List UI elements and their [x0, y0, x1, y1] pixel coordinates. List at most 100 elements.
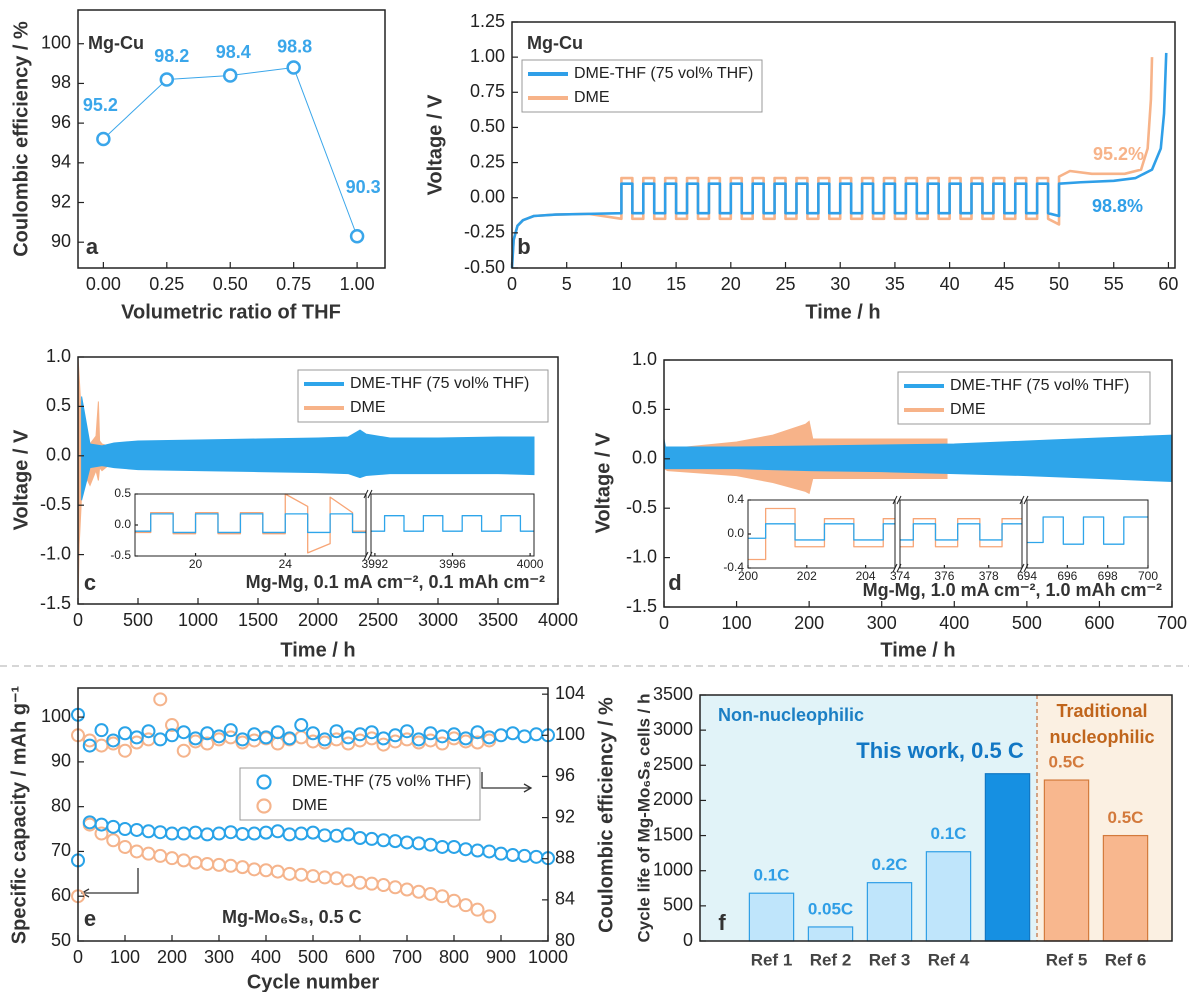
- data-point: [118, 743, 132, 758]
- bar: [1102, 834, 1149, 942]
- x-tick-label: 0.75: [276, 274, 311, 294]
- bar-annotation: 0.5C: [1108, 808, 1144, 827]
- legend-marker: [256, 774, 272, 790]
- x-tick-label: 900: [486, 947, 516, 967]
- data-point: [176, 743, 191, 758]
- data-point: [329, 871, 344, 886]
- x-tick-label: 3500: [478, 610, 518, 630]
- legend-marker: [256, 798, 272, 814]
- y-tick-label: -0.4: [723, 560, 744, 574]
- y-tick-label: 0.5: [46, 395, 71, 415]
- x-tick-label: 600: [1084, 613, 1114, 633]
- data-point: [470, 843, 485, 858]
- panel-label: e: [84, 906, 96, 931]
- x-tick-label: 500: [123, 610, 153, 630]
- data-point: [153, 732, 168, 747]
- x-tick-label: 0: [73, 947, 83, 967]
- bar: [807, 926, 854, 942]
- data-point: [423, 837, 438, 852]
- data-point: [411, 836, 426, 851]
- inset-background: [748, 500, 895, 568]
- x-tick-label: 2000: [298, 610, 338, 630]
- y-tick-label: 0.5: [632, 398, 657, 418]
- data-point: [529, 727, 544, 742]
- data-point: [106, 819, 121, 834]
- data-line: [900, 523, 1022, 541]
- data-point: [447, 839, 461, 854]
- y-tick-label: 90: [51, 231, 71, 251]
- x-tick-label: 700: [1138, 569, 1158, 583]
- y2-tick-label: 84: [555, 889, 575, 909]
- data-point: [129, 730, 144, 745]
- data-point: [153, 825, 168, 840]
- data-point: [341, 827, 356, 842]
- data-point: [270, 824, 285, 839]
- x-tick-label: 500: [298, 947, 328, 967]
- data-point: [176, 853, 191, 868]
- legend-label: DME-THF (75 vol% THF): [574, 65, 753, 82]
- data-label: 98.2: [154, 46, 189, 66]
- plot-frame: [663, 359, 1173, 608]
- x-tick-label: 3000: [418, 610, 458, 630]
- x-tick-label: 4000: [538, 610, 578, 630]
- x-tick-label: 600: [345, 947, 375, 967]
- x-tick-label: 800: [439, 947, 469, 967]
- data-point: [94, 826, 109, 841]
- y-axis-title: Coulombic efficiency / %: [10, 21, 32, 257]
- data-point: [341, 873, 356, 888]
- y-tick-label: 1500: [653, 824, 693, 844]
- data-point: [235, 860, 250, 875]
- x-tick-label: Ref 6: [1105, 950, 1147, 969]
- x-axis-title: Time / h: [805, 301, 880, 323]
- y-tick-label: -1.5: [626, 596, 657, 616]
- bar: [1043, 779, 1090, 942]
- data-point: [458, 731, 473, 746]
- bar: [748, 892, 795, 942]
- data-point: [376, 833, 391, 848]
- data-point: [188, 825, 203, 840]
- data-point: [423, 726, 438, 741]
- x-tick-label: 200: [794, 613, 824, 633]
- x-tick-label: 698: [1098, 569, 1118, 583]
- data-line: [1027, 516, 1148, 545]
- data-point: [306, 726, 320, 741]
- data-point: [388, 834, 403, 849]
- panel-label: f: [718, 910, 726, 935]
- series-annotation: 95.2%: [1093, 144, 1144, 164]
- legend-label: DME: [292, 797, 328, 814]
- x-axis-title: Cycle number: [247, 971, 379, 992]
- arrow-head: [523, 783, 533, 793]
- legend-box: [239, 767, 481, 821]
- data-line: [371, 515, 534, 532]
- axis-break: [363, 489, 373, 499]
- axis-break: [892, 563, 902, 573]
- data-label: 95.2: [83, 95, 118, 115]
- inset-background: [900, 500, 1022, 568]
- bar-annotation: 0.1C: [931, 824, 967, 843]
- data-point: [317, 828, 332, 843]
- data-point: [482, 909, 497, 924]
- y-tick-label: 0: [683, 930, 693, 950]
- x-tick-label: Ref 3: [869, 950, 911, 969]
- x-tick-label: 0.25: [149, 274, 184, 294]
- x-tick-label: 694: [1017, 569, 1037, 583]
- data-line: [103, 67, 358, 237]
- data-point: [306, 825, 320, 840]
- data-point: [222, 68, 238, 83]
- data-point: [118, 822, 132, 837]
- y-tick-label: 500: [663, 895, 693, 915]
- y-tick-label: 0.0: [727, 526, 744, 540]
- data-point: [411, 884, 426, 899]
- y-tick-label: 0.0: [632, 448, 657, 468]
- y-tick-label: 0.4: [727, 492, 744, 506]
- data-point: [435, 729, 450, 744]
- y-tick-label: 3500: [653, 684, 693, 704]
- x-tick-label: 2500: [358, 610, 398, 630]
- y-axis-title: Specific capacity / mAh g⁻¹: [8, 685, 30, 944]
- data-point: [294, 718, 309, 733]
- x-tick-label: 100: [722, 613, 752, 633]
- data-point: [188, 855, 203, 870]
- data-point: [505, 726, 520, 741]
- y-axis-title: Voltage / V: [592, 432, 614, 533]
